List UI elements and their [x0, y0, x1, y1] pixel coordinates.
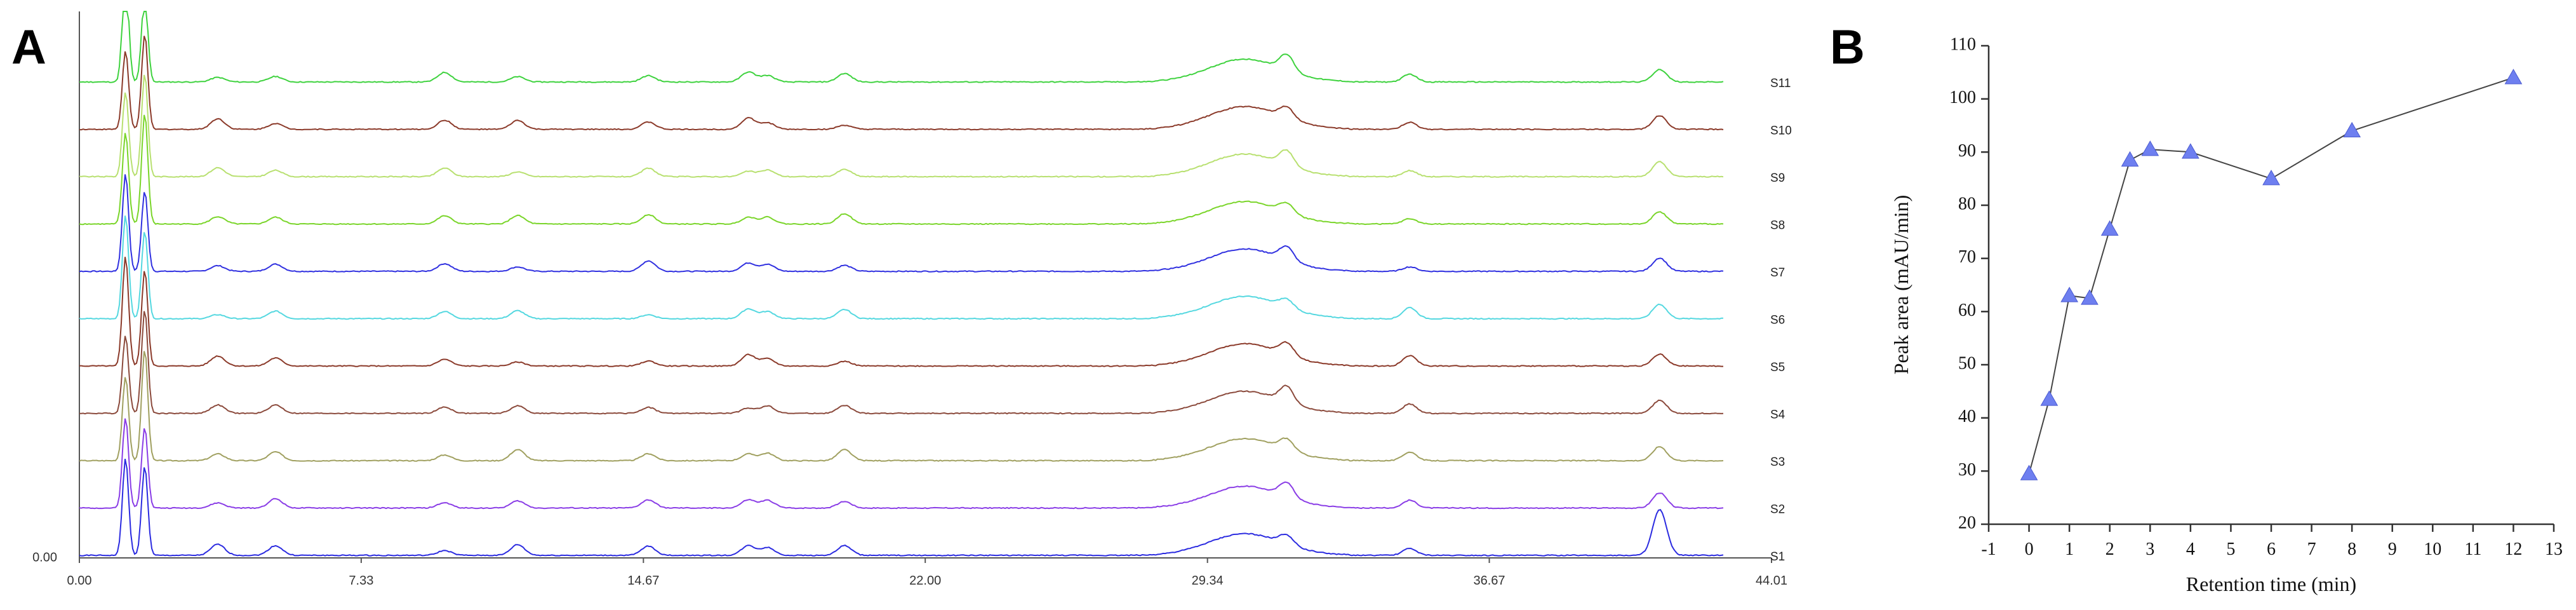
panel-a-trace-s11: [79, 11, 1724, 83]
panel-a-x-tick-label: 36.67: [1473, 574, 1505, 588]
panel-a-x-tick-label: 0.00: [67, 574, 92, 588]
panel-a-trace-label: S11: [1770, 77, 1791, 90]
panel-a-trace-label: S3: [1770, 456, 1785, 469]
panel-a-x-tick-label: 29.34: [1192, 574, 1224, 588]
panel-b-x-tick-label: 7: [2307, 539, 2316, 559]
panel-b-peak-area: B -1 0 1 2 3 4 5 6 7 8 9 10 11 12 13 20304050607080901…: [1830, 20, 2563, 595]
panel-b-data-point: [2081, 289, 2099, 305]
panel-b-data-point: [2343, 121, 2361, 138]
panel-b-y-tick-label: 30: [1958, 460, 1976, 480]
panel-b-x-axis-label: Retention time (min): [2186, 573, 2356, 595]
panel-b-y-tick-label: 80: [1958, 194, 1976, 214]
panel-b-data-point: [2141, 140, 2159, 156]
panel-b-y-tick-label: 20: [1958, 513, 1976, 532]
panel-b-x-tick-label: 2: [2106, 539, 2114, 559]
panel-a-y-zero-label: 0.00: [32, 550, 57, 564]
panel-a-trace-label: S4: [1770, 409, 1785, 422]
panel-b-x-tick-label: 8: [2347, 539, 2356, 559]
panel-a-x-tick-label: 7.33: [349, 574, 373, 588]
panel-b-x-tick-label: 5: [2226, 539, 2235, 559]
panel-a-trace-s5: [79, 257, 1723, 367]
panel-a-x-tick-label: 44.01: [1756, 574, 1787, 588]
panel-a-x-tick-label: 14.67: [627, 574, 659, 588]
panel-b-y-axis-label: Peak area (mAU/min): [1890, 195, 1912, 375]
panel-b-x-ticks: -1 0 1 2 3 4 5 6 7 8 9 10 11 12 13: [1981, 524, 2563, 559]
panel-b-x-tick-label: 4: [2186, 539, 2195, 559]
panel-a-trace-label: S7: [1770, 266, 1785, 280]
panel-a-label: A: [11, 20, 46, 74]
panel-b-data-point: [2262, 170, 2280, 186]
panel-b-x-tick-label: -1: [1981, 539, 1996, 559]
panel-b-x-tick-label: 13: [2545, 539, 2563, 559]
panel-b-data-point: [2040, 390, 2059, 406]
panel-b-x-tick-label: 0: [2025, 539, 2034, 559]
panel-a-trace-label: S1: [1770, 550, 1785, 564]
panel-b-x-tick-label: 3: [2146, 539, 2154, 559]
panel-b-y-tick-label: 60: [1958, 301, 1976, 320]
panel-b-y-tick-label: 90: [1958, 141, 1976, 161]
panel-a-trace-s4: [79, 311, 1724, 415]
panel-b-y-ticks: 20 30 40 50 60 70 80 90 100 110: [1949, 34, 1989, 532]
panel-b-x-tick-label: 11: [2464, 539, 2481, 559]
panel-a-trace-s2: [79, 418, 1724, 510]
panel-b-y-tick-label: 110: [1950, 34, 1976, 54]
panel-b-data-point: [2504, 69, 2523, 85]
panel-a-trace-label: S5: [1770, 361, 1785, 374]
panel-a-trace-s6: [79, 215, 1723, 320]
panel-a-chromatograms: A 0.00 0.00 7.33 14.67 22.00 29.34 36.67 44.01…: [11, 11, 1792, 588]
panel-b-x-tick-label: 1: [2065, 539, 2074, 559]
panel-b-x-tick-label: 10: [2424, 539, 2441, 559]
panel-a-trace-s10: [79, 36, 1724, 131]
panel-b-data-point: [2121, 151, 2139, 167]
panel-b-data-point: [2020, 464, 2038, 480]
panel-a-trace-label: S2: [1770, 503, 1785, 517]
panel-a-trace-s3: [79, 351, 1724, 462]
panel-b-label: B: [1830, 20, 1865, 74]
panel-a-trace-label: S6: [1770, 314, 1785, 327]
panel-b-connecting-line: [2028, 77, 2514, 474]
panel-b-data-point: [2100, 220, 2119, 236]
panel-a-trace-label: S8: [1770, 219, 1785, 233]
panel-b-data-point: [2060, 287, 2079, 302]
panel-b-y-tick-label: 40: [1958, 407, 1976, 426]
panel-b-data-points: [2020, 69, 2523, 480]
panel-a-trace-s8: [79, 114, 1724, 226]
panel-b-y-tick-label: 50: [1958, 353, 1976, 373]
panel-b-x-tick-label: 9: [2388, 539, 2397, 559]
panel-a-trace-s7: [79, 174, 1724, 273]
panel-a-traces: S1 S2 S3 S4 S5 S6 S7 S8 S9 S10 S11: [79, 11, 1792, 564]
panel-b-y-tick-label: 70: [1958, 247, 1976, 267]
panel-a-trace-s1: [79, 459, 1724, 557]
panel-a-trace-s9: [79, 74, 1724, 178]
panel-a-x-tick-label: 22.00: [909, 574, 941, 588]
panel-b-x-tick-label: 12: [2504, 539, 2522, 559]
panel-a-trace-label: S9: [1770, 172, 1785, 185]
panel-a-x-ticks: 0.00 7.33 14.67 22.00 29.34 36.67 44.01: [67, 558, 1787, 588]
panel-a-trace-label: S10: [1770, 125, 1792, 138]
panel-b-y-tick-label: 100: [1949, 88, 1976, 107]
panel-b-x-tick-label: 6: [2267, 539, 2276, 559]
panel-b-data-point: [2181, 143, 2199, 159]
